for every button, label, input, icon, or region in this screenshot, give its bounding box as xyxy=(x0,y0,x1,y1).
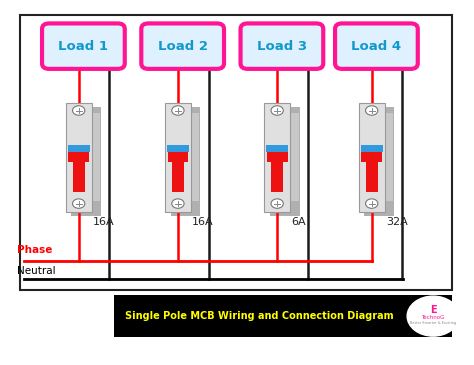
Text: Phase: Phase xyxy=(17,245,53,255)
Bar xyxy=(165,103,191,212)
Bar xyxy=(167,145,189,151)
Bar xyxy=(68,145,90,151)
Circle shape xyxy=(407,296,459,336)
Bar xyxy=(72,107,101,216)
Bar xyxy=(167,152,188,162)
Bar xyxy=(267,152,288,162)
Text: Load 4: Load 4 xyxy=(351,40,401,53)
Bar xyxy=(270,107,300,216)
Bar xyxy=(264,103,290,212)
Bar xyxy=(271,159,283,192)
Bar xyxy=(68,152,89,162)
Circle shape xyxy=(271,106,283,115)
Bar xyxy=(365,107,394,216)
Text: 6A: 6A xyxy=(292,217,306,227)
Bar xyxy=(73,159,85,192)
FancyBboxPatch shape xyxy=(335,23,418,69)
Text: Load 2: Load 2 xyxy=(158,40,208,53)
Bar xyxy=(385,114,393,201)
Text: Load 1: Load 1 xyxy=(58,40,109,53)
Bar xyxy=(171,107,201,216)
Text: Neutral: Neutral xyxy=(17,266,56,276)
Text: 16A: 16A xyxy=(192,217,214,227)
Bar xyxy=(361,152,382,162)
Bar xyxy=(365,159,378,192)
Circle shape xyxy=(172,106,184,115)
FancyBboxPatch shape xyxy=(240,23,323,69)
Bar xyxy=(191,114,200,201)
Bar xyxy=(66,103,91,212)
Text: E: E xyxy=(430,304,437,315)
Text: 16A: 16A xyxy=(93,217,115,227)
Text: Single Pole MCB Wiring and Connection Diagram: Single Pole MCB Wiring and Connection Di… xyxy=(125,311,394,321)
Bar xyxy=(172,159,184,192)
Circle shape xyxy=(73,199,85,208)
Text: TechnoG: TechnoG xyxy=(421,315,445,320)
Circle shape xyxy=(172,199,184,208)
Bar xyxy=(290,114,299,201)
Text: Better Smarter & Exciting: Better Smarter & Exciting xyxy=(410,322,456,326)
Bar xyxy=(91,114,100,201)
Circle shape xyxy=(73,106,85,115)
Bar xyxy=(19,15,452,290)
Text: 32A: 32A xyxy=(386,217,408,227)
Text: Load 3: Load 3 xyxy=(257,40,307,53)
Circle shape xyxy=(365,199,378,208)
Circle shape xyxy=(365,106,378,115)
Bar xyxy=(266,145,288,151)
FancyBboxPatch shape xyxy=(141,23,224,69)
Bar xyxy=(114,295,452,337)
FancyBboxPatch shape xyxy=(42,23,125,69)
Circle shape xyxy=(271,199,283,208)
Bar xyxy=(361,145,383,151)
Bar xyxy=(359,103,385,212)
